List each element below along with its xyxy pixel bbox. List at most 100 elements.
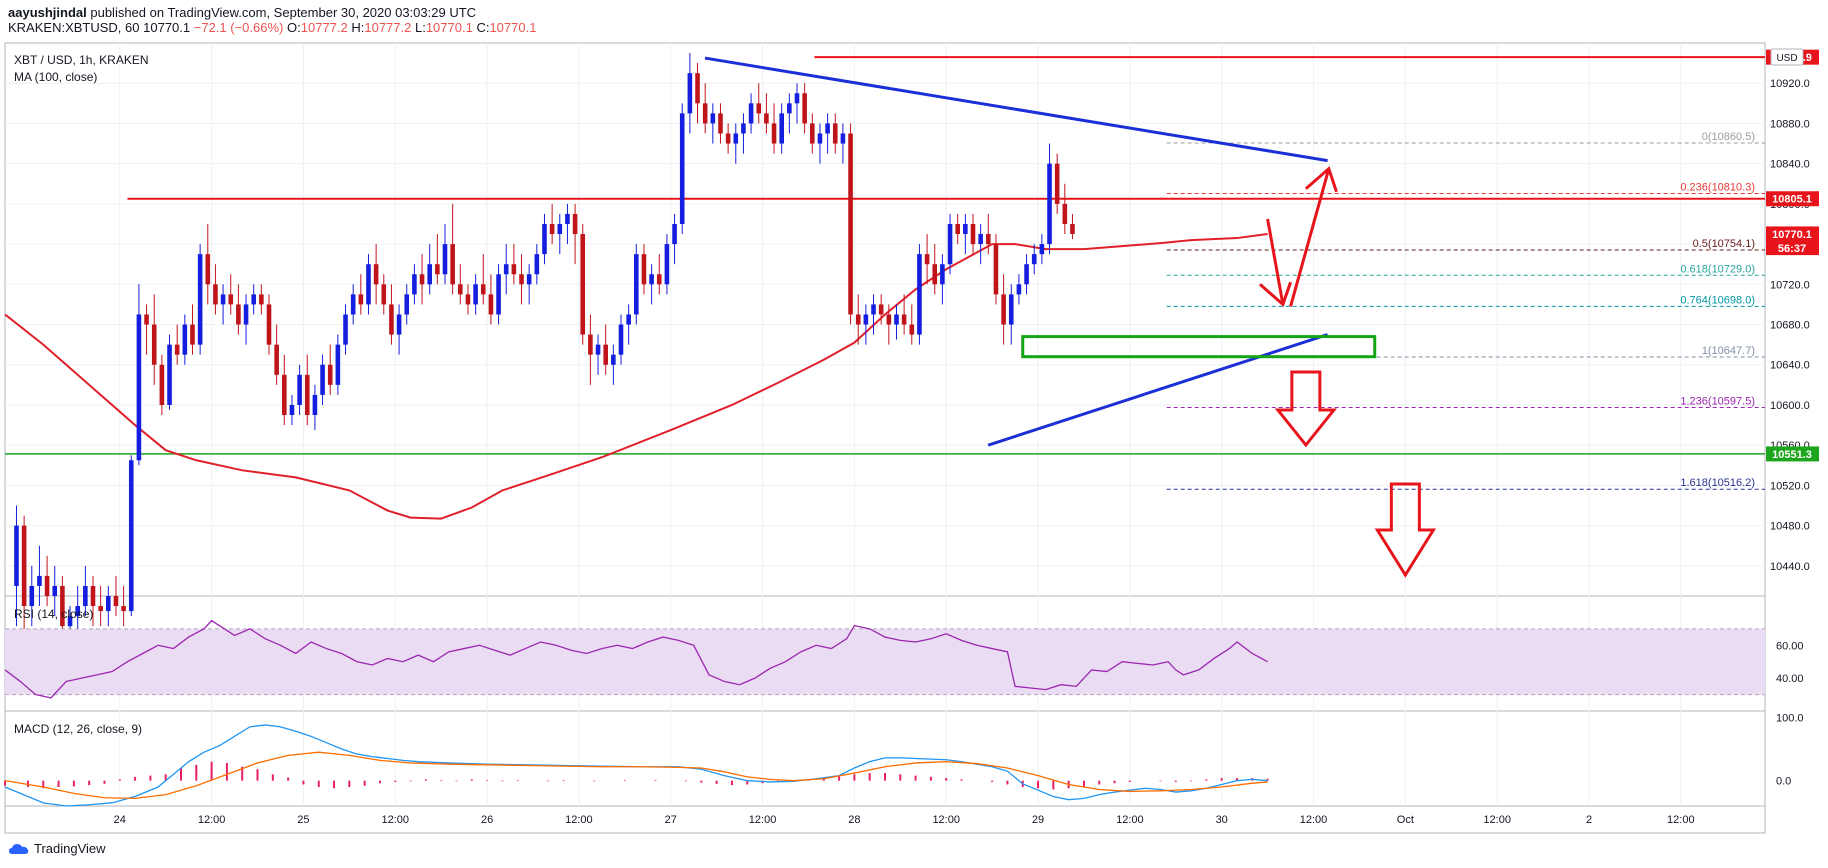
candle-body[interactable] bbox=[14, 525, 19, 586]
candle-body[interactable] bbox=[144, 314, 149, 325]
candle-body[interactable] bbox=[236, 304, 241, 325]
candle-body[interactable] bbox=[695, 73, 700, 104]
ma-legend[interactable]: MA (100, close) bbox=[14, 70, 97, 84]
candle-body[interactable] bbox=[182, 324, 188, 355]
candle-body[interactable] bbox=[664, 244, 670, 285]
candle-body[interactable] bbox=[106, 596, 111, 612]
candle-body[interactable] bbox=[213, 284, 218, 305]
candle-body[interactable] bbox=[549, 223, 555, 235]
candle-body[interactable] bbox=[320, 364, 325, 395]
candle-body[interactable] bbox=[649, 274, 654, 285]
candle-body[interactable] bbox=[480, 284, 486, 295]
candle-body[interactable] bbox=[496, 274, 501, 315]
candle-body[interactable] bbox=[128, 460, 134, 612]
candle-body[interactable] bbox=[1039, 244, 1045, 255]
candle-body[interactable] bbox=[702, 103, 708, 124]
candle-body[interactable] bbox=[282, 374, 287, 416]
candle-body[interactable] bbox=[802, 93, 807, 124]
candle-body[interactable] bbox=[412, 274, 417, 295]
ascending-trendline[interactable] bbox=[987, 333, 1329, 447]
candle-body[interactable] bbox=[159, 364, 165, 405]
candle-body[interactable] bbox=[771, 123, 777, 144]
candle-body[interactable] bbox=[901, 314, 907, 325]
support-zone-box[interactable] bbox=[1021, 335, 1377, 359]
candle-body[interactable] bbox=[350, 294, 356, 315]
candle-body[interactable] bbox=[779, 113, 784, 144]
candle-body[interactable] bbox=[978, 234, 983, 245]
candle-body[interactable] bbox=[840, 133, 846, 144]
candle-body[interactable] bbox=[442, 244, 448, 275]
candle-body[interactable] bbox=[197, 254, 203, 345]
candle-body[interactable] bbox=[373, 264, 379, 285]
candle-body[interactable] bbox=[60, 585, 65, 627]
candle-body[interactable] bbox=[863, 314, 869, 325]
candle-body[interactable] bbox=[572, 213, 578, 235]
candle-body[interactable] bbox=[955, 223, 960, 235]
candle-body[interactable] bbox=[588, 334, 593, 355]
candle-body[interactable] bbox=[274, 344, 279, 375]
candle-body[interactable] bbox=[963, 223, 968, 235]
candle-body[interactable] bbox=[52, 585, 58, 596]
candle-body[interactable] bbox=[832, 123, 838, 144]
candle-body[interactable] bbox=[656, 274, 662, 285]
candle-body[interactable] bbox=[894, 314, 899, 325]
candle-body[interactable] bbox=[1008, 294, 1014, 325]
candle-body[interactable] bbox=[672, 223, 677, 245]
candle-body[interactable] bbox=[626, 314, 631, 325]
candle-body[interactable] bbox=[986, 234, 991, 245]
candle-body[interactable] bbox=[909, 324, 915, 335]
candle-body[interactable] bbox=[756, 103, 762, 114]
candle-body[interactable] bbox=[557, 223, 563, 235]
candle-body[interactable] bbox=[924, 254, 930, 265]
author-name[interactable]: aayushjindal bbox=[8, 5, 87, 20]
candle-body[interactable] bbox=[136, 314, 142, 461]
descending-trendline[interactable] bbox=[704, 56, 1328, 163]
candle-body[interactable] bbox=[67, 616, 73, 627]
candle-body[interactable] bbox=[1016, 284, 1022, 295]
candle-body[interactable] bbox=[679, 113, 685, 224]
candle-body[interactable] bbox=[871, 304, 876, 315]
candle-body[interactable] bbox=[718, 113, 723, 134]
candle-body[interactable] bbox=[855, 314, 861, 325]
candle-body[interactable] bbox=[251, 294, 256, 305]
candle-body[interactable] bbox=[21, 525, 27, 607]
candle-body[interactable] bbox=[940, 264, 945, 285]
candle-body[interactable] bbox=[542, 223, 547, 255]
candle-body[interactable] bbox=[190, 324, 195, 345]
candle-body[interactable] bbox=[396, 314, 402, 335]
candle-body[interactable] bbox=[174, 344, 180, 355]
candle-body[interactable] bbox=[511, 264, 517, 275]
candle-body[interactable] bbox=[1054, 163, 1060, 204]
candle-body[interactable] bbox=[1031, 254, 1037, 265]
candle-body[interactable] bbox=[733, 133, 739, 144]
candle-body[interactable] bbox=[427, 264, 432, 285]
candle-body[interactable] bbox=[503, 264, 509, 275]
candle-body[interactable] bbox=[243, 304, 249, 325]
candle-body[interactable] bbox=[1070, 223, 1075, 235]
candle-body[interactable] bbox=[90, 585, 96, 607]
candle-body[interactable] bbox=[465, 294, 471, 305]
candle-body[interactable] bbox=[121, 606, 126, 612]
candle-body[interactable] bbox=[687, 73, 693, 114]
rsi-line[interactable] bbox=[4, 619, 1268, 699]
tradingview-logo[interactable]: TradingView bbox=[8, 841, 106, 856]
candle-body[interactable] bbox=[98, 606, 103, 612]
candle-body[interactable] bbox=[220, 294, 226, 305]
candle-body[interactable] bbox=[404, 294, 410, 315]
candle-body[interactable] bbox=[1001, 294, 1006, 325]
candle-body[interactable] bbox=[580, 234, 586, 335]
candle-body[interactable] bbox=[641, 254, 647, 285]
candle-body[interactable] bbox=[917, 254, 922, 335]
macd-legend[interactable]: MACD (12, 26, close, 9) bbox=[14, 722, 142, 736]
rsi-pane[interactable] bbox=[4, 619, 1765, 699]
candle-body[interactable] bbox=[151, 324, 157, 365]
candle-body[interactable] bbox=[710, 113, 716, 124]
candle-body[interactable] bbox=[75, 606, 80, 617]
candle-body[interactable] bbox=[458, 284, 463, 295]
candle-body[interactable] bbox=[37, 575, 42, 586]
candle-body[interactable] bbox=[289, 404, 295, 416]
candle-body[interactable] bbox=[603, 344, 608, 365]
candle-body[interactable] bbox=[878, 304, 884, 315]
candle-body[interactable] bbox=[343, 314, 348, 345]
candle-body[interactable] bbox=[167, 344, 172, 405]
